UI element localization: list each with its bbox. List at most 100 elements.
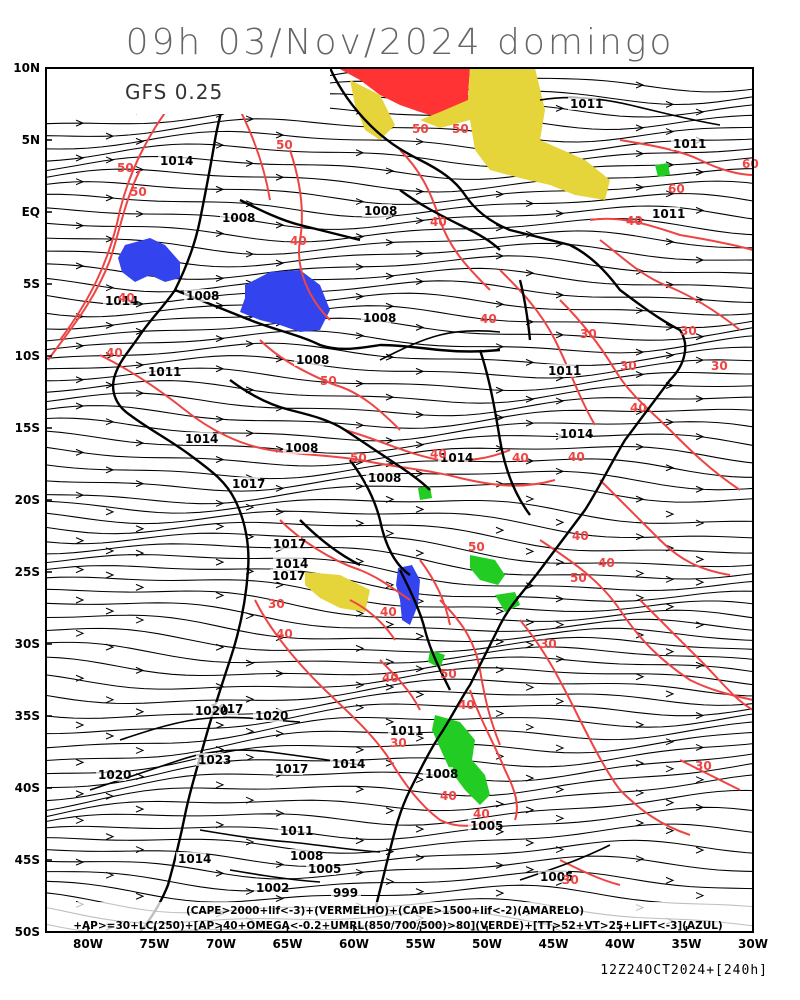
streamline-arrow	[525, 230, 535, 238]
streamline-arrow	[385, 807, 395, 815]
streamline-arrow	[385, 495, 395, 503]
streamline-arrow	[135, 300, 145, 308]
streamline-arrow	[415, 323, 425, 331]
cape-moderate-area	[305, 68, 610, 612]
streamline-arrow	[555, 655, 565, 663]
streamline-arrow	[555, 331, 565, 339]
streamline-arrow	[245, 727, 255, 735]
pressure-label: 1011	[570, 97, 603, 111]
streamline-arrow	[355, 704, 365, 712]
streamline-arrow	[525, 547, 535, 555]
streamline-arrow	[215, 643, 225, 651]
streamline-arrow	[665, 238, 675, 246]
streamline-arrow	[215, 682, 225, 690]
streamline-arrow	[76, 951, 83, 957]
streamline-arrow	[215, 558, 225, 566]
streamline-arrow	[215, 869, 225, 877]
streamline	[46, 656, 753, 677]
streamline-arrow	[355, 149, 365, 157]
streamline-arrow	[215, 365, 225, 373]
streamline-arrow	[135, 210, 145, 218]
streamline-arrow	[415, 278, 425, 285]
pressure-label-bg	[366, 471, 396, 484]
streamline-arrow	[385, 302, 395, 310]
streamline-arrow	[275, 669, 285, 677]
streamline-arrow	[635, 569, 645, 577]
streamline-arrow	[75, 342, 85, 350]
streamline-arrow	[415, 734, 425, 742]
streamline-arrow	[355, 263, 365, 271]
contour-label: 50	[350, 451, 367, 465]
streamline-arrow	[555, 397, 565, 405]
streamline-arrow	[105, 571, 115, 579]
lat-tick-label: 10S	[15, 349, 40, 363]
streamline-arrow	[695, 395, 705, 403]
streamline-arrow	[415, 188, 425, 195]
streamline-arrow	[695, 661, 705, 669]
streamline-arrow	[245, 838, 255, 846]
lon-tick-label: 60W	[339, 937, 369, 951]
contour-label: 50	[276, 138, 293, 152]
streamline-arrow	[555, 814, 565, 822]
pressure-label: 1002	[256, 881, 289, 895]
streamline	[46, 193, 753, 218]
streamline-arrow	[495, 828, 505, 836]
pressure-label: 1008	[290, 849, 323, 863]
streamline-arrow	[525, 723, 535, 731]
streamline	[46, 292, 753, 318]
streamline-arrow	[275, 508, 285, 516]
lat-tick-label: 35S	[15, 709, 40, 723]
contour-label: 40	[380, 605, 397, 619]
lat-tick-label: 20S	[15, 493, 40, 507]
contour-label: 40	[630, 401, 647, 415]
streamline	[46, 355, 753, 379]
streamline-arrow	[635, 495, 645, 503]
lat-tick-label: EQ	[22, 205, 40, 219]
lon-tick-label: 65W	[273, 937, 303, 951]
streamline	[46, 118, 753, 143]
lat-tick-label: 30S	[15, 637, 40, 651]
streamline-arrow	[105, 466, 115, 474]
streamline-arrow	[555, 595, 565, 603]
streamline-arrow	[525, 200, 535, 208]
contour-label: 50	[570, 571, 587, 585]
streamline-arrow	[355, 292, 365, 300]
streamline-arrow	[525, 618, 535, 626]
streamline-arrow	[555, 518, 565, 526]
streamline	[46, 168, 753, 193]
streamline	[46, 342, 753, 366]
streamline-arrow	[635, 124, 645, 132]
pressure-label-bg	[568, 97, 598, 110]
pressure-label-bg	[230, 477, 260, 490]
streamline-arrow	[105, 352, 115, 360]
pressure-label-bg	[423, 767, 453, 780]
streamline-arrow	[385, 167, 395, 175]
streamline-arrow	[75, 629, 85, 637]
streamline-arrow	[105, 833, 115, 841]
pressure-label: 1014	[178, 852, 211, 866]
streamline-arrow	[275, 581, 285, 589]
streamline	[46, 870, 753, 892]
contour-label: 30	[695, 759, 712, 773]
streamline-arrow	[635, 533, 645, 541]
contour-label: 60	[742, 157, 759, 171]
streamline-arrow	[695, 333, 705, 341]
streamline-arrow	[555, 786, 565, 793]
streamline-arrow	[355, 482, 365, 490]
pressure-label-bg	[270, 569, 300, 582]
pressure-label: 1008	[222, 211, 255, 225]
streamline-arrow	[525, 866, 535, 874]
streamline-arrow	[135, 361, 145, 369]
streamline-arrow	[635, 150, 645, 158]
streamline-arrow	[75, 402, 85, 410]
streamline-arrow	[495, 666, 505, 674]
streamline-arrow	[245, 115, 255, 123]
pressure-label: 1008	[425, 767, 458, 781]
streamline-arrow	[385, 239, 395, 246]
streamline-arrow	[245, 503, 255, 511]
lat-tick-label: 40S	[15, 781, 40, 795]
streamline	[46, 230, 753, 255]
contour-label: 40	[382, 671, 399, 685]
streamline-arrow	[665, 738, 675, 746]
streamline-arrow	[75, 674, 85, 682]
